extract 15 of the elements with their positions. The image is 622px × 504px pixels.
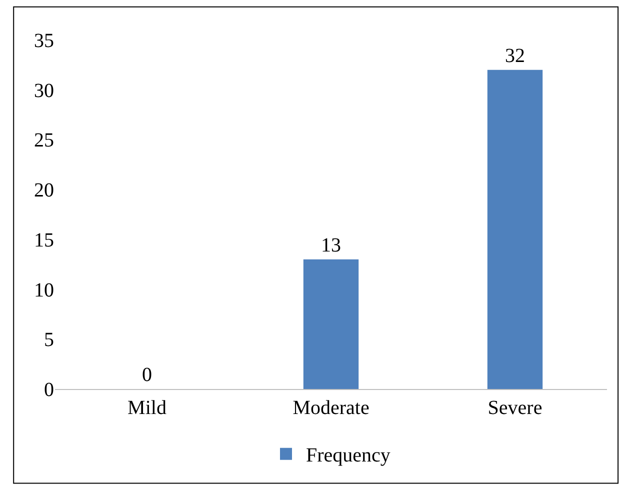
y-tick-label: 25 xyxy=(34,130,54,152)
x-tick-label: Severe xyxy=(488,397,542,419)
x-tick-label: Mild xyxy=(128,397,166,419)
data-label: 32 xyxy=(505,44,525,67)
y-tick-label: 5 xyxy=(44,329,54,352)
y-tick-label: 15 xyxy=(34,229,54,252)
y-tick-label: 35 xyxy=(34,30,54,52)
y-tick-label: 20 xyxy=(34,180,54,202)
data-label: 13 xyxy=(321,234,341,256)
y-tick-label: 30 xyxy=(34,80,54,102)
data-label: 0 xyxy=(142,364,152,386)
legend-label: Frequency xyxy=(306,444,390,467)
y-tick-label: 10 xyxy=(34,279,54,302)
y-tick-label: 0 xyxy=(44,379,54,401)
x-tick-label: Moderate xyxy=(292,397,370,419)
